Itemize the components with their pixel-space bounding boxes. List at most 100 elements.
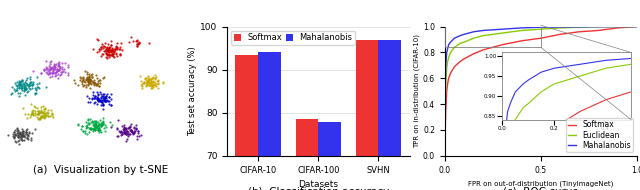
Point xyxy=(102,49,112,52)
Point xyxy=(52,68,63,71)
Point xyxy=(24,78,35,81)
Point xyxy=(36,110,46,113)
Point xyxy=(54,66,65,69)
Point xyxy=(18,130,28,133)
Softmax xyxy=(445,77,452,79)
Point xyxy=(79,79,89,82)
Mahalanobis xyxy=(518,27,525,29)
Point xyxy=(97,98,107,101)
Point xyxy=(23,89,33,92)
Point xyxy=(91,124,101,127)
Point xyxy=(13,136,23,139)
Point xyxy=(141,82,152,85)
Point xyxy=(98,47,108,50)
Point xyxy=(95,48,106,51)
Point xyxy=(87,76,97,79)
Point xyxy=(40,107,50,110)
Mahalanobis xyxy=(633,25,640,28)
Point xyxy=(12,128,22,131)
Point xyxy=(121,128,131,131)
Point xyxy=(73,123,83,126)
Point xyxy=(18,130,28,133)
Point xyxy=(81,129,91,132)
Point xyxy=(146,84,156,87)
Point xyxy=(131,39,141,42)
Point xyxy=(16,134,26,137)
Point xyxy=(101,125,111,128)
Point xyxy=(63,65,73,68)
Point xyxy=(81,83,92,86)
Point xyxy=(89,102,99,105)
Point xyxy=(40,115,50,118)
Point xyxy=(134,40,144,44)
Mahalanobis xyxy=(537,26,545,28)
Point xyxy=(88,93,98,96)
Point xyxy=(125,122,136,125)
Point xyxy=(91,73,101,76)
Euclidean xyxy=(595,26,602,28)
Point xyxy=(85,80,95,83)
Point xyxy=(22,134,33,137)
Point xyxy=(22,137,33,140)
Point xyxy=(104,99,114,102)
Point xyxy=(21,88,31,91)
Point xyxy=(91,122,101,125)
Point xyxy=(38,104,48,107)
Point xyxy=(81,121,92,124)
Softmax xyxy=(575,31,583,33)
Point xyxy=(20,86,30,89)
Point xyxy=(20,136,30,139)
Point xyxy=(19,84,29,87)
Point xyxy=(78,77,88,80)
Euclidean xyxy=(518,29,525,32)
Point xyxy=(82,94,92,97)
Point xyxy=(104,46,115,49)
Point xyxy=(93,79,103,82)
Point xyxy=(144,83,154,86)
Point xyxy=(90,125,100,128)
Point xyxy=(131,126,141,129)
Point xyxy=(99,49,109,52)
Point xyxy=(33,113,44,116)
Point xyxy=(123,134,133,137)
Point xyxy=(78,77,88,80)
Point xyxy=(9,135,19,138)
Point xyxy=(12,88,22,91)
Point xyxy=(44,69,54,72)
Point xyxy=(19,135,29,138)
Point xyxy=(108,55,118,58)
Point xyxy=(84,122,94,125)
Point xyxy=(19,89,29,93)
Point xyxy=(98,121,108,124)
Point xyxy=(109,50,120,53)
Point xyxy=(42,68,52,71)
Point xyxy=(120,131,130,134)
Point xyxy=(17,131,27,134)
Point xyxy=(81,126,91,129)
Point xyxy=(14,85,24,88)
Point xyxy=(35,114,45,117)
Point xyxy=(33,117,43,120)
Point xyxy=(125,125,136,128)
Point xyxy=(26,136,36,139)
Point xyxy=(153,80,163,83)
Point xyxy=(101,48,111,51)
Point xyxy=(49,64,60,67)
Point xyxy=(124,126,134,129)
Point xyxy=(87,75,97,78)
Point xyxy=(86,73,96,76)
Point xyxy=(83,78,93,81)
Point xyxy=(20,93,30,97)
Point xyxy=(98,94,108,97)
Point xyxy=(17,78,28,82)
Point xyxy=(83,80,93,83)
Euclidean xyxy=(575,26,583,28)
Point xyxy=(16,134,26,137)
Point xyxy=(54,66,65,69)
Point xyxy=(125,128,135,131)
Point xyxy=(12,141,22,144)
Point xyxy=(20,133,30,136)
Point xyxy=(75,75,85,78)
Point xyxy=(37,114,47,117)
Point xyxy=(87,73,97,76)
